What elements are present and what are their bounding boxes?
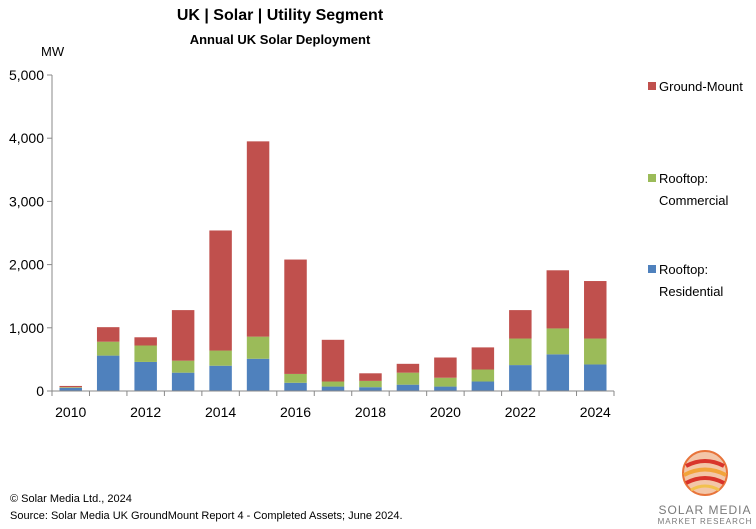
bar-rooftop-commercial-2016 (284, 373, 307, 383)
x-tick-label: 2018 (355, 404, 386, 420)
y-tick-label: 0 (36, 383, 44, 399)
bar-rooftop-commercial-2011 (96, 341, 120, 356)
bar-rooftop-commercial-2015 (246, 336, 270, 359)
y-tick-label: 5,000 (9, 67, 44, 83)
bar-ground-mount-2011 (96, 327, 120, 342)
bar-rooftop-commercial-2014 (209, 350, 232, 366)
source-text: Source: Solar Media UK GroundMount Repor… (10, 510, 403, 522)
bar-ground-mount-2013 (171, 310, 195, 361)
bar-ground-mount-2010 (59, 385, 82, 388)
legend-label-commercial-line2: Commercial (659, 193, 729, 208)
copyright-text: © Solar Media Ltd., 2024 (10, 493, 132, 505)
solar-media-logo: SOLAR MEDIA MARKET RESEARCH (655, 448, 755, 526)
x-tick-label: 2012 (130, 404, 161, 420)
y-tick-label: 1,000 (9, 320, 44, 336)
bar-ground-mount-2015 (246, 141, 270, 337)
bar-rooftop-residential-2014 (209, 365, 232, 391)
bar-ground-mount-2014 (209, 230, 232, 351)
logo-tagline: MARKET RESEARCH (657, 517, 753, 526)
legend-item-residential: Rooftop: Residential (648, 259, 723, 303)
bar-ground-mount-2023 (546, 270, 570, 329)
bar-rooftop-residential-2012 (134, 361, 157, 391)
bar-ground-mount-2018 (359, 373, 382, 381)
bar-rooftop-residential-2021 (471, 381, 495, 391)
bar-rooftop-commercial-2017 (321, 381, 345, 387)
bar-ground-mount-2021 (471, 347, 495, 370)
bar-rooftop-residential-2013 (171, 372, 195, 391)
x-tick-label: 2022 (505, 404, 536, 420)
x-tick-label: 2014 (205, 404, 236, 420)
bar-rooftop-residential-2019 (396, 384, 420, 391)
bar-rooftop-commercial-2021 (471, 369, 495, 382)
bar-ground-mount-2012 (134, 337, 157, 346)
bar-rooftop-residential-2015 (246, 358, 270, 391)
bar-rooftop-residential-2018 (359, 387, 382, 391)
bar-rooftop-commercial-2022 (509, 338, 532, 366)
bar-ground-mount-2022 (509, 310, 532, 339)
bar-ground-mount-2017 (321, 339, 345, 382)
x-tick-label: 2010 (55, 404, 86, 420)
bar-rooftop-commercial-2020 (434, 377, 457, 387)
legend-label-residential-line2: Residential (659, 284, 724, 299)
x-tick-label: 2024 (580, 404, 611, 420)
legend-label-ground-mount: Ground-Mount (659, 79, 743, 94)
bar-rooftop-commercial-2023 (546, 328, 570, 355)
bar-ground-mount-2020 (434, 357, 457, 378)
bar-rooftop-residential-2020 (434, 386, 457, 391)
legend-label-residential-line1: Rooftop: (659, 262, 709, 277)
logo-name: SOLAR MEDIA (658, 503, 752, 517)
legend-label-commercial-line1: Rooftop: (659, 171, 709, 186)
bar-rooftop-residential-2024 (584, 364, 607, 391)
bar-ground-mount-2019 (396, 363, 420, 373)
x-tick-label: 2016 (280, 404, 311, 420)
chart-subtitle: Annual UK Solar Deployment (189, 32, 371, 47)
legend-swatch-residential (648, 265, 656, 273)
bar-rooftop-residential-2016 (284, 382, 307, 391)
bar-rooftop-commercial-2010 (59, 387, 82, 388)
bar-rooftop-commercial-2013 (171, 360, 195, 373)
y-tick-label: 3,000 (9, 193, 44, 209)
bar-rooftop-commercial-2024 (584, 338, 607, 365)
bar-rooftop-residential-2010 (59, 387, 82, 391)
bar-rooftop-commercial-2012 (134, 345, 157, 362)
legend-swatch-commercial (648, 174, 656, 182)
bar-rooftop-residential-2022 (509, 365, 532, 391)
bar-rooftop-residential-2011 (96, 355, 120, 391)
bar-rooftop-commercial-2019 (396, 372, 420, 385)
bar-rooftop-residential-2017 (321, 386, 345, 391)
solar-globe-icon (682, 450, 728, 496)
x-tick-label: 2020 (430, 404, 461, 420)
bar-rooftop-residential-2023 (546, 354, 570, 391)
bar-rooftop-commercial-2018 (359, 380, 382, 388)
bar-ground-mount-2016 (284, 259, 307, 374)
legend-item-commercial: Rooftop: Commercial (648, 168, 728, 212)
y-tick-label: 4,000 (9, 130, 44, 146)
y-tick-label: 2,000 (9, 257, 44, 273)
legend-swatch-ground-mount (648, 82, 656, 90)
y-axis-unit-label: MW (41, 44, 65, 59)
bar-ground-mount-2024 (584, 281, 607, 339)
chart-title: UK | Solar | Utility Segment (176, 7, 384, 24)
legend-item-ground-mount: Ground-Mount (648, 76, 743, 98)
